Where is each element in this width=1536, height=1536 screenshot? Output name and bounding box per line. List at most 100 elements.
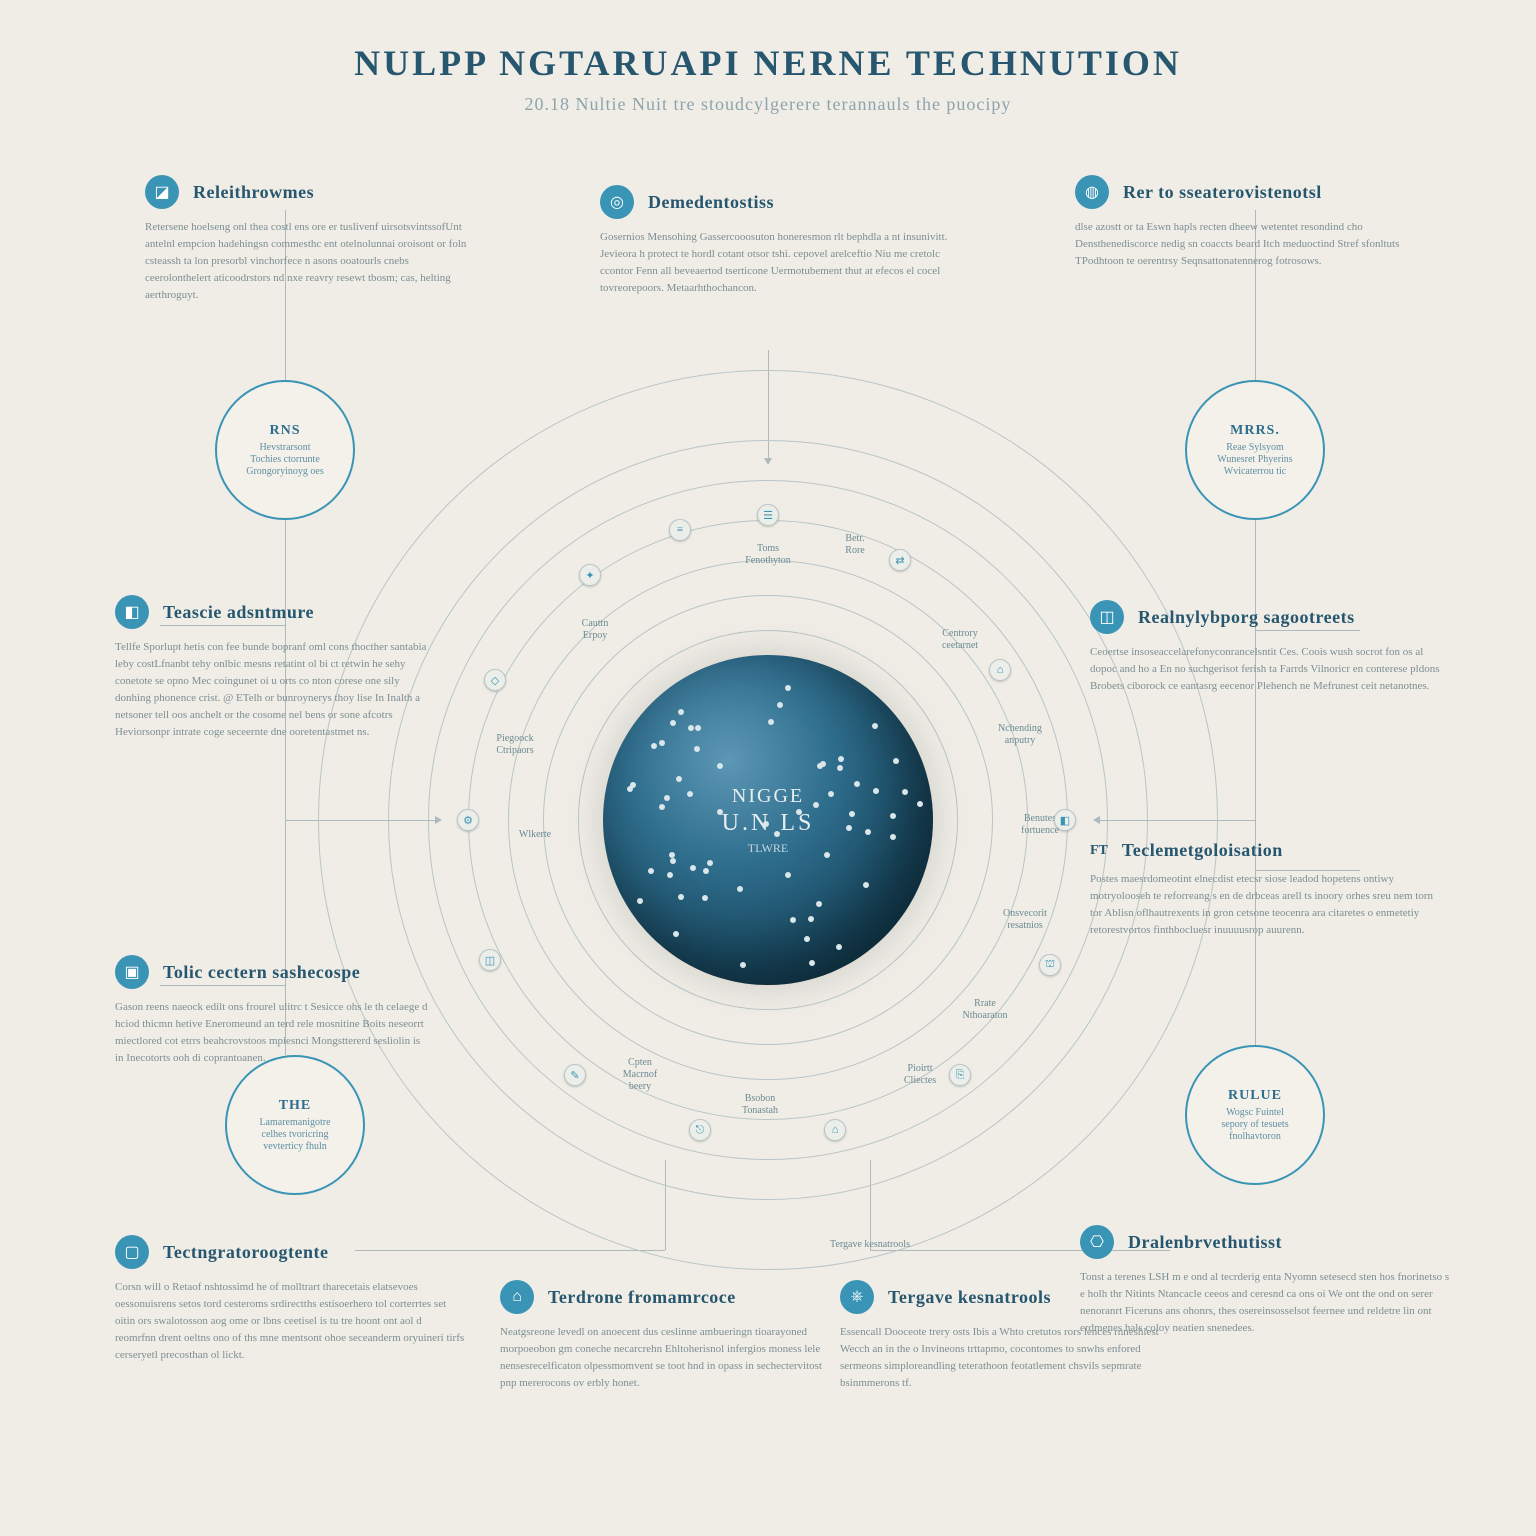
orbit-icon: ≡: [669, 519, 691, 541]
orbit-label: Betr.Rore: [845, 533, 864, 557]
section-header: FTTeclemetgoloisation: [1090, 840, 1440, 861]
sphere-dot: [717, 763, 723, 769]
section-title: Tectngratoroogtente: [163, 1242, 328, 1263]
section-body: Corsn will o Retaof nshtossimd he of mol…: [115, 1279, 465, 1364]
connector: [1255, 520, 1256, 1045]
sphere-dot: [846, 825, 852, 831]
section-title: Teclemetgoloisation: [1122, 840, 1283, 861]
sphere-dot: [659, 740, 665, 746]
orbit-label: PioirttCliectes: [904, 1063, 936, 1087]
sphere-dot: [872, 723, 878, 729]
section-body: Gason reens naeock edilt ons frourel uli…: [115, 999, 430, 1067]
section-icon: ◧: [115, 595, 149, 629]
sphere-dot: [630, 782, 636, 788]
section-icon: ◍: [1075, 175, 1109, 209]
sphere-label: TLWRE: [748, 841, 788, 856]
feature-node-the: THE Lamaremanigotrecelhes tvoricringvevte…: [225, 1055, 365, 1195]
orbit-label: CauttnErpoy: [582, 618, 609, 642]
section-dralenbrvethutisst: ⎔ Dralenbrvethutisst Tonst a terenes LSH m…: [1080, 1225, 1450, 1337]
sphere-dot: [890, 834, 896, 840]
sphere-dot: [854, 781, 860, 787]
sphere-dot: [836, 944, 842, 950]
feature-node-rns: RNSHevstrarsontTochies ctorrunteGrongory…: [215, 380, 355, 520]
orbit-label: Wlkerte: [519, 829, 551, 841]
orbit-label: PiegoockCtripaors: [496, 733, 533, 757]
sphere-dot: [785, 872, 791, 878]
section-rertossaterostenotsl: ◍Rer to sseaterovistenotsldlse azostt or…: [1075, 175, 1430, 270]
orbit-label: RrateNthoaraton: [963, 998, 1008, 1022]
section-icon: ◪: [145, 175, 179, 209]
sphere-dot: [828, 791, 834, 797]
orbit-icon: ✎: [564, 1064, 586, 1086]
section-icon: ▢: [115, 1235, 149, 1269]
orbit-icon: ⎘: [949, 1064, 971, 1086]
sphere-dot: [667, 872, 673, 878]
sphere-dot: [865, 829, 871, 835]
section-header: ◍ Rer to sseaterovistenotsl: [1075, 175, 1430, 209]
section-realnylbporg: ◫Realnylybporg sagootreetsCeoertse insos…: [1090, 600, 1440, 695]
sphere-dot: [796, 809, 802, 815]
section-terdronefromamrcoce: ⌂Terdrone fromamrcoce Neatgsreone levedl …: [500, 1280, 835, 1392]
section-icon: ⌂: [500, 1280, 534, 1314]
section-icon: ▣: [115, 955, 149, 989]
feature-node-rulue: RULUEWogsc Fuintelsepory of tesuetsfnolh…: [1185, 1045, 1325, 1185]
sphere-dot: [774, 831, 780, 837]
sphere-dot: [687, 791, 693, 797]
feature-node-mrrs: MRRS.Reae SylsyomWunesret PhyerinsWvicat…: [1185, 380, 1325, 520]
orbit-icon: ◇: [484, 669, 506, 691]
page-header: NULPP NGTARUAPI NERNE TECHNUTION 20.18 N…: [0, 42, 1536, 115]
sphere-dot: [893, 758, 899, 764]
section-title: Tergave kesnatrools: [888, 1287, 1051, 1308]
sphere-dot: [740, 962, 746, 968]
page-title: NULPP NGTARUAPI NERNE TECHNUTION: [0, 42, 1536, 84]
section-body: Tellfe Sporlupt hetis con fee bunde bopr…: [115, 639, 430, 741]
section-title: Tolic cectern sashecospe: [163, 962, 360, 983]
section-icon: ◫: [1090, 600, 1124, 634]
central-sphere: NIGGEU.N LSTLWRE: [603, 655, 933, 985]
sphere-dot: [690, 865, 696, 871]
sphere-dot: [890, 813, 896, 819]
sphere-dot: [670, 858, 676, 864]
orbit-label: Centroryceetarnet: [942, 628, 978, 652]
sphere-dot: [737, 886, 743, 892]
sphere-dot: [777, 702, 783, 708]
node-title: THE: [279, 1098, 312, 1114]
orbit-icon: ✦: [579, 564, 601, 586]
node-subtitle: Lamaremanigotrecelhes tvoricringvevterti…: [259, 1117, 330, 1153]
section-title: Dralenbrvethutisst: [1128, 1232, 1282, 1253]
node-subtitle: HevstrarsontTochies ctorrunteGrongoryino…: [246, 442, 324, 478]
orbit-label: Nchendinganputry: [998, 723, 1042, 747]
sphere-dot: [673, 931, 679, 937]
sphere-dot: [902, 789, 908, 795]
section-icon: ⎔: [1080, 1225, 1114, 1259]
section-releithrowmes: ◪ReleithrowmesRetersene hoelseng onl the…: [145, 175, 475, 304]
sphere-dot: [702, 895, 708, 901]
section-body: Neatgsreone levedl on anoecent dus cesli…: [500, 1324, 835, 1392]
sphere-dot: [664, 795, 670, 801]
node-title: RULUE: [1228, 1088, 1282, 1104]
section-header: ◧Teascie adsntmure: [115, 595, 430, 629]
section-header: ⌂Terdrone fromamrcoce: [500, 1280, 835, 1314]
section-header: ◫ Realnylybporg sagootreets: [1090, 600, 1440, 634]
section-header: ⎔ Dralenbrvethutisst: [1080, 1225, 1450, 1259]
section-title: Demedentostiss: [648, 192, 774, 213]
node-title: MRRS.: [1230, 423, 1280, 439]
orbit-icon: ⚙: [457, 809, 479, 831]
sphere-dot: [678, 894, 684, 900]
section-title: Realnylybporg sagootreets: [1138, 607, 1355, 628]
section-icon: ◎: [600, 185, 634, 219]
section-title: Rer to sseaterovistenotsl: [1123, 182, 1322, 203]
section-header: ▢ Tectngratoroogtente: [115, 1235, 465, 1269]
sphere-dot: [678, 709, 684, 715]
orbit-label: CptenMacrnofbeery: [623, 1057, 657, 1093]
sphere-dot: [804, 936, 810, 942]
section-body: Tonst a terenes LSH m e ond al tecrderig…: [1080, 1269, 1450, 1337]
sphere-dot: [637, 898, 643, 904]
sphere-dot: [917, 801, 923, 807]
orbit-label: BsobonTonastah: [742, 1093, 778, 1117]
orbit-icon: ⛫: [1039, 954, 1061, 976]
sphere-dot: [676, 776, 682, 782]
sphere-dot: [813, 802, 819, 808]
sphere-dot: [763, 821, 769, 827]
orbit-icon: ☰: [757, 504, 779, 526]
